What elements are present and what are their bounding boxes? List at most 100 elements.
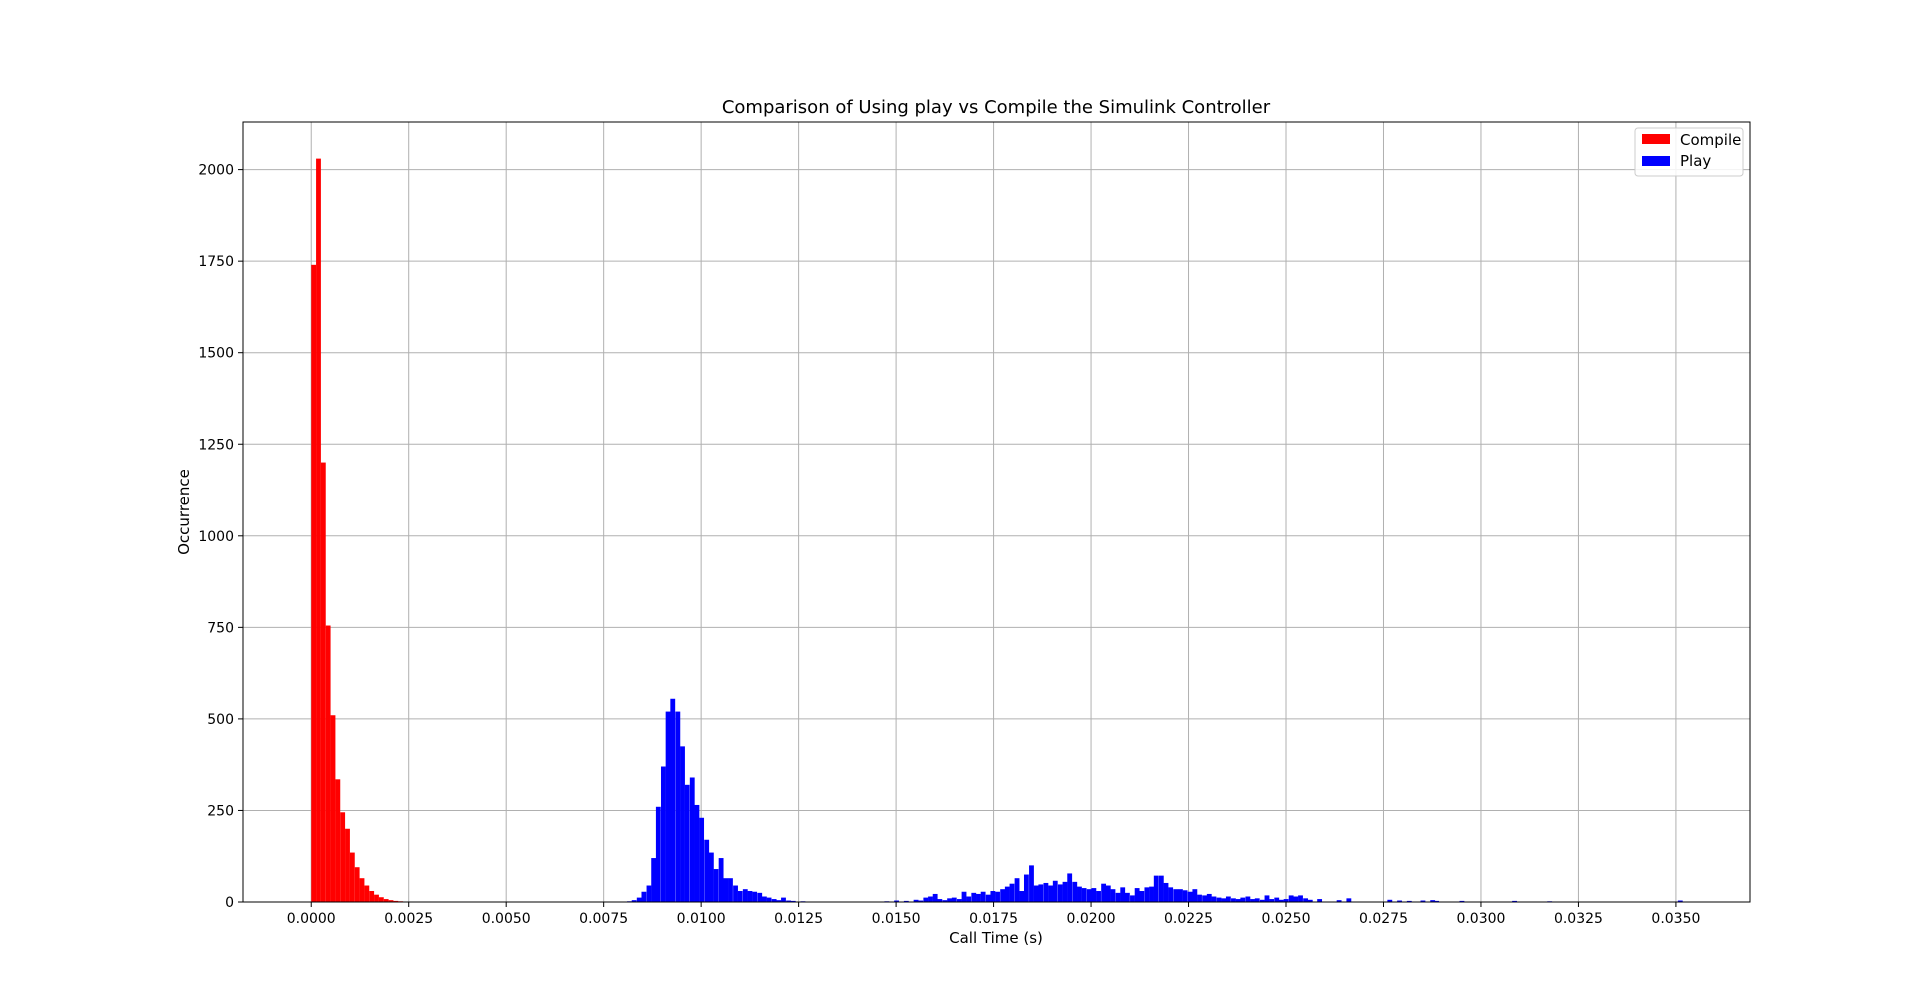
chart-title: Comparison of Using play vs Compile the … xyxy=(722,97,1271,118)
x-axis-ticks: 0.0000 0.0025 0.0050 0.0075 0.0100 0.0125 0.01… xyxy=(287,902,1700,927)
x-tick-label: 0.0075 xyxy=(579,911,628,927)
histogram-bar-play xyxy=(1182,890,1188,902)
x-tick-label: 0.0325 xyxy=(1554,911,1603,927)
histogram-bar-play xyxy=(1139,891,1145,902)
histogram-bar-play xyxy=(1216,897,1222,902)
histogram-bar-play xyxy=(1158,875,1164,902)
histogram-bar-play xyxy=(1288,895,1294,902)
histogram-bar-play xyxy=(1278,899,1284,902)
histogram-bar-play xyxy=(1029,865,1034,902)
x-tick-label: 0.0000 xyxy=(287,911,336,927)
y-axis-label: Occurrence xyxy=(175,469,193,555)
histogram-bar-play xyxy=(1144,887,1150,902)
histogram-bar-play xyxy=(1101,883,1107,902)
histogram-bar-compile xyxy=(340,812,346,902)
histogram-bar-play xyxy=(776,900,782,902)
histogram-bar-compile xyxy=(335,779,341,902)
histogram-bar-play xyxy=(1067,873,1073,902)
histogram-bar-play xyxy=(980,891,986,902)
histogram-bar-play xyxy=(631,900,637,902)
histogram-bar-play xyxy=(704,839,710,902)
y-tick-label: 1750 xyxy=(198,254,234,270)
histogram-bar-play xyxy=(1231,898,1236,902)
histogram-bar-play xyxy=(1004,886,1010,902)
histogram-bar-compile xyxy=(388,900,394,902)
x-tick-label: 0.0100 xyxy=(677,911,726,927)
histogram-bar-play xyxy=(1023,874,1029,902)
x-tick-label: 0.0275 xyxy=(1359,911,1408,927)
histogram-bar-play xyxy=(675,711,681,902)
histogram-bar-play xyxy=(1077,886,1082,902)
histogram-bar-compile xyxy=(320,462,326,902)
histogram-bar-play xyxy=(1434,900,1440,902)
histogram-bar-play xyxy=(1134,888,1140,902)
histogram-bar-play xyxy=(1677,900,1683,902)
histogram-bar-play xyxy=(1264,895,1270,902)
histogram-bar-play xyxy=(689,777,695,902)
histogram-bar-play xyxy=(1250,899,1255,902)
histogram-bar-play xyxy=(1168,887,1174,902)
y-axis-ticks: 0 250 500 750 1000 1250 1500 1750 2000 xyxy=(198,163,243,911)
histogram-bar-compile xyxy=(359,878,365,902)
y-tick-label: 750 xyxy=(207,620,234,636)
x-tick-label: 0.0050 xyxy=(482,911,531,927)
histogram-bar-compile xyxy=(349,852,355,902)
histogram-bar-play xyxy=(1178,889,1183,902)
histogram-bar-play xyxy=(1173,889,1179,902)
histogram-bar-compile xyxy=(316,158,321,902)
histogram-bar-play xyxy=(966,896,972,902)
histogram-bar-play xyxy=(1430,900,1436,902)
histogram-bar-play xyxy=(995,891,1000,902)
histogram-bar-play xyxy=(1072,881,1078,902)
plot-frame xyxy=(242,121,1751,903)
x-tick-label: 0.0250 xyxy=(1262,911,1311,927)
histogram-bar-play xyxy=(1240,897,1246,902)
histogram-bar-play xyxy=(1259,899,1265,902)
histogram-bar-play xyxy=(1096,891,1101,902)
histogram-bar-play xyxy=(1048,885,1053,902)
histogram-bar-compile xyxy=(393,900,399,902)
histogram-bar-play xyxy=(699,817,705,902)
histogram-bar-play xyxy=(660,766,666,902)
y-tick-label: 250 xyxy=(207,803,234,819)
histogram-bar-play xyxy=(990,891,996,902)
histogram-bar-play xyxy=(752,891,758,902)
histogram-bar-play xyxy=(1459,900,1465,902)
x-tick-label: 0.0150 xyxy=(872,911,921,927)
histogram-bar-play xyxy=(1115,892,1121,902)
histogram-bar-play xyxy=(1293,896,1299,902)
histogram-bar-play xyxy=(1336,900,1342,902)
histogram-bar-play xyxy=(1387,899,1393,902)
histogram-bar-play xyxy=(1254,898,1260,902)
x-axis-label: Call Time (s) xyxy=(949,929,1043,947)
histogram-bar-play xyxy=(728,878,733,902)
histogram-bar-play xyxy=(1187,891,1193,902)
histogram-bar-play xyxy=(1202,895,1208,902)
histogram-bar-play xyxy=(1221,898,1227,902)
histogram-bar-compile xyxy=(354,867,360,902)
histogram-bar-play xyxy=(1303,898,1308,902)
histogram-bar-play xyxy=(976,893,981,902)
histogram-bar-compile xyxy=(364,885,370,902)
x-tick-label: 0.0225 xyxy=(1164,911,1213,927)
histogram-bar-play xyxy=(1197,894,1202,902)
histogram-bar-play xyxy=(1086,889,1092,902)
legend-label-compile: Compile xyxy=(1680,131,1741,149)
histogram-bar-play xyxy=(1110,889,1116,902)
histogram-bar-play xyxy=(1019,891,1025,902)
histogram-bar-play xyxy=(761,896,767,902)
histogram-bar-play xyxy=(985,894,991,902)
y-tick-label: 2000 xyxy=(198,163,234,179)
histogram-bar-compile xyxy=(311,264,317,902)
histogram-bar-play xyxy=(1420,900,1426,902)
histogram-bar-play xyxy=(1307,899,1313,902)
histogram-bar-play xyxy=(928,896,933,902)
histogram-bar-play xyxy=(1317,899,1323,902)
histogram-bar-play xyxy=(655,806,661,902)
histogram-bar-play xyxy=(747,891,753,902)
x-tick-label: 0.0350 xyxy=(1651,911,1700,927)
histogram-bar-play xyxy=(1274,897,1280,902)
